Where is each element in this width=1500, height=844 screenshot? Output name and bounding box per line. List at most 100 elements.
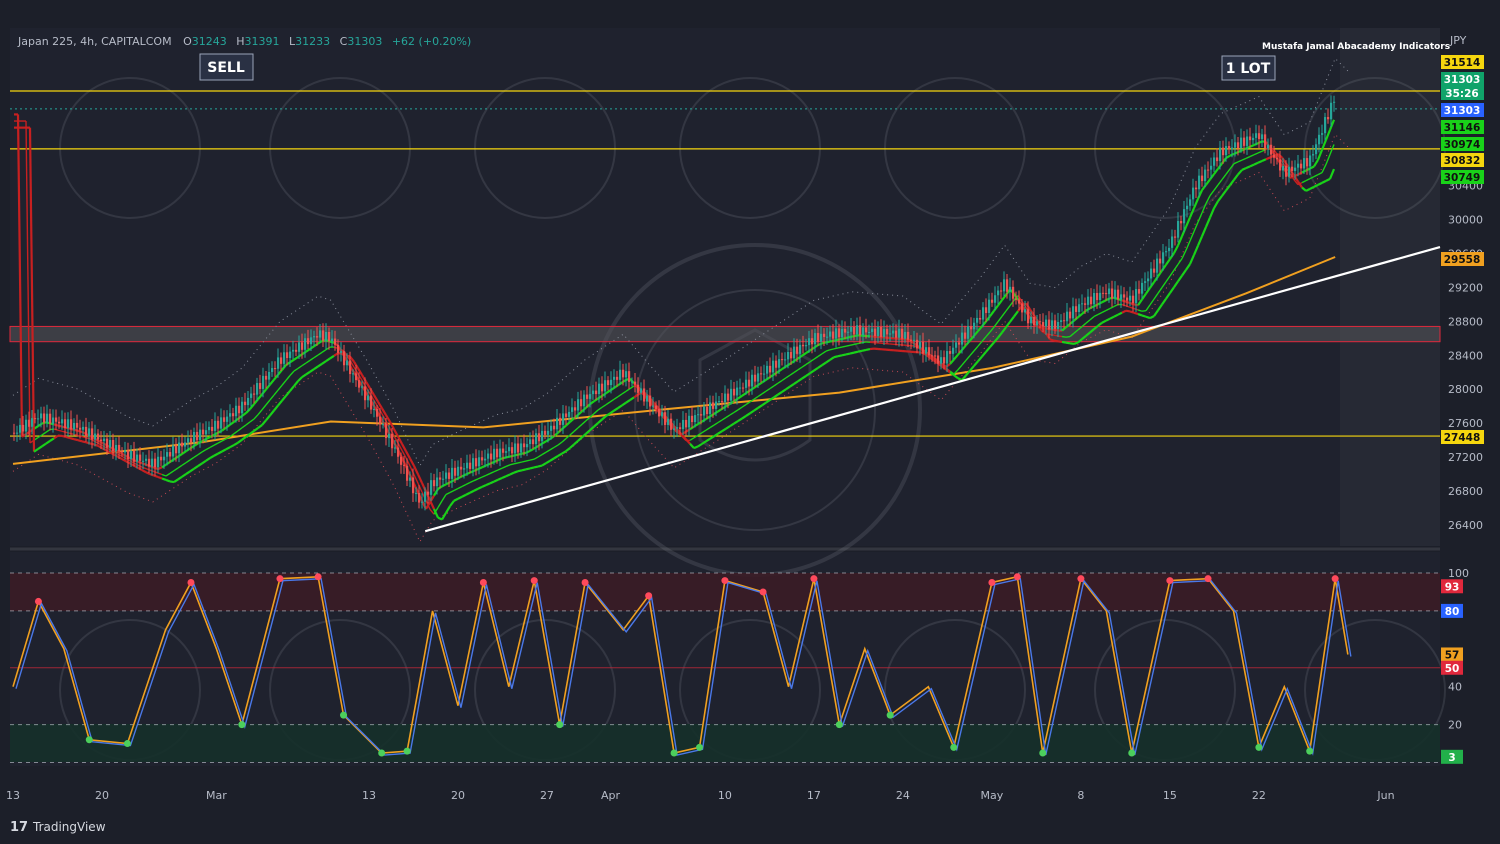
ribbon-segment xyxy=(201,459,207,465)
candle-body xyxy=(850,327,853,332)
ribbon-segment xyxy=(1309,176,1315,180)
ribbon-segment xyxy=(1137,298,1143,306)
ribbon-segment xyxy=(729,411,735,416)
candle-body xyxy=(1135,289,1138,304)
tradingview-brand[interactable]: 𝟭𝟳 TradingView xyxy=(10,820,106,835)
candle-body xyxy=(1210,165,1213,170)
candle-body xyxy=(52,417,55,424)
candle-body xyxy=(808,338,811,346)
candle-body xyxy=(265,375,268,380)
oversold-dot xyxy=(835,721,843,729)
ribbon-segment xyxy=(633,393,639,399)
candle-body xyxy=(37,418,40,420)
candle-body xyxy=(325,331,328,341)
candle-body xyxy=(1267,144,1270,149)
candle-body xyxy=(355,373,358,381)
ribbon-segment xyxy=(729,422,735,428)
candle-body xyxy=(28,419,31,427)
candle-body xyxy=(805,345,808,347)
price-badge xyxy=(1441,170,1484,184)
ribbon-segment xyxy=(581,432,587,439)
ribbon-segment xyxy=(481,474,487,478)
candle-body xyxy=(409,477,412,481)
ribbon-segment xyxy=(1233,161,1239,165)
ribbon-segment xyxy=(437,516,443,521)
sell-stamp[interactable]: SELL xyxy=(199,53,254,81)
ribbon-segment xyxy=(57,429,63,432)
candle-body xyxy=(256,383,259,395)
candle-body xyxy=(217,420,220,429)
price-badge-label: 27448 xyxy=(1444,432,1481,444)
ribbon-segment xyxy=(257,424,263,429)
ribbon-segment xyxy=(721,416,727,421)
ribbon-segment xyxy=(589,413,595,418)
candle-body xyxy=(577,399,580,411)
ribbon-segment xyxy=(817,353,823,358)
candle-body xyxy=(1252,137,1255,141)
oscillator-axis[interactable]: 100 40 20 xyxy=(1448,567,1469,732)
ribbon-segment xyxy=(733,409,739,414)
candle-body xyxy=(520,443,523,453)
ribbon-segment xyxy=(1005,321,1011,328)
candle-body xyxy=(1297,163,1300,168)
candle-body xyxy=(271,368,274,372)
candle-body xyxy=(610,379,613,386)
candle-body xyxy=(181,442,184,447)
ribbon-segment xyxy=(1309,185,1315,190)
candle-body xyxy=(1294,167,1297,171)
lot-stamp[interactable]: 1 LOT xyxy=(1221,55,1276,81)
candle-body xyxy=(598,383,601,395)
candle-body xyxy=(454,467,457,476)
candle-body xyxy=(865,327,868,333)
ribbon-segment xyxy=(1253,152,1259,156)
ribbon-segment xyxy=(1188,254,1196,265)
ribbon-segment xyxy=(605,412,611,417)
candle-body xyxy=(88,428,91,437)
time-axis[interactable]: 13 20 Mar 13 20 27 Apr 10 17 24 May 8 15 22 Jun xyxy=(6,789,1395,802)
candle-body xyxy=(790,352,793,359)
price-pane[interactable] xyxy=(10,28,1440,546)
ribbon-segment xyxy=(817,364,823,369)
ribbon-segment xyxy=(757,393,763,398)
candle-body xyxy=(823,333,826,337)
candle-body xyxy=(379,416,382,425)
ribbon-segment xyxy=(517,469,523,473)
ribbon-segment xyxy=(1217,179,1223,186)
candle-body xyxy=(106,438,109,448)
ribbon-segment xyxy=(789,383,795,388)
ribbon-segment xyxy=(397,435,403,445)
ribbon-segment xyxy=(973,330,979,337)
ribbon-segment xyxy=(597,406,603,411)
time-tick: 22 xyxy=(1252,789,1266,802)
candle-body xyxy=(523,443,526,448)
ribbon-segment xyxy=(249,403,255,410)
candle-body xyxy=(238,405,241,414)
ribbon-segment xyxy=(1117,311,1123,316)
candle-body xyxy=(1276,157,1279,160)
price-badge xyxy=(1441,72,1484,86)
candle-body xyxy=(760,373,763,375)
ribbon-segment xyxy=(501,475,507,480)
ribbon-segment xyxy=(769,385,775,390)
candle-body xyxy=(1018,299,1021,304)
ribbon-segment xyxy=(453,487,459,492)
ribbon-segment xyxy=(273,374,279,381)
ribbon-segment xyxy=(733,420,739,425)
time-tick: 20 xyxy=(451,789,465,802)
ribbon-segment xyxy=(1093,324,1099,330)
candle-body xyxy=(793,346,796,359)
candle-body xyxy=(511,447,514,454)
candle-body xyxy=(571,407,574,412)
candle-body xyxy=(301,342,304,350)
candle-body xyxy=(175,445,178,454)
ribbon-segment xyxy=(1113,303,1119,308)
candle-body xyxy=(127,450,130,460)
ribbon-segment xyxy=(685,438,691,445)
ribbon-segment xyxy=(813,355,819,360)
oversold-dot xyxy=(950,743,958,751)
ribbon-segment xyxy=(37,445,43,450)
ribbon-segment xyxy=(373,394,379,403)
ribbon-segment xyxy=(693,434,699,439)
ribbon-segment xyxy=(1241,157,1247,161)
